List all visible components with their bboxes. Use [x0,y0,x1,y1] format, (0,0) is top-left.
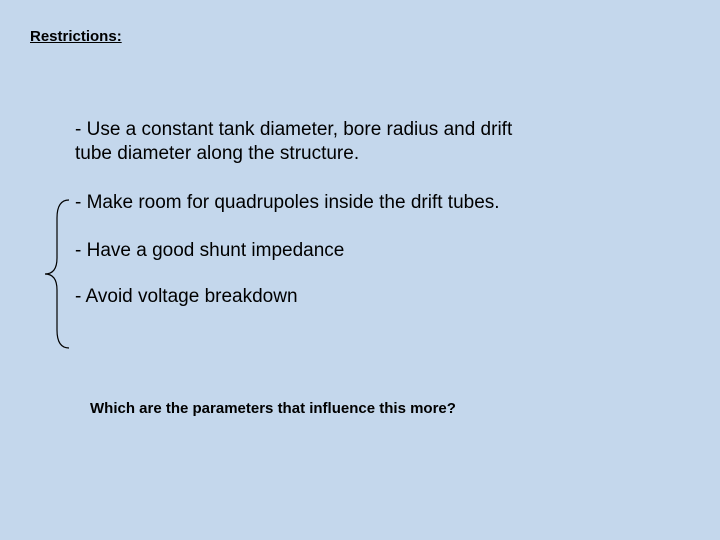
bullet-item: - Make room for quadrupoles inside the d… [75,191,535,215]
bullet-item: - Use a constant tank diameter, bore rad… [75,118,535,167]
bullet-item: - Have a good shunt impedance [75,239,535,263]
footer-question: Which are the parameters that influence … [90,400,456,417]
slide-title: Restrictions: [30,28,122,45]
bullet-item: - Avoid voltage breakdown [75,285,535,309]
restrictions-list: - Use a constant tank diameter, bore rad… [75,118,535,334]
curly-brace-icon [41,198,71,350]
